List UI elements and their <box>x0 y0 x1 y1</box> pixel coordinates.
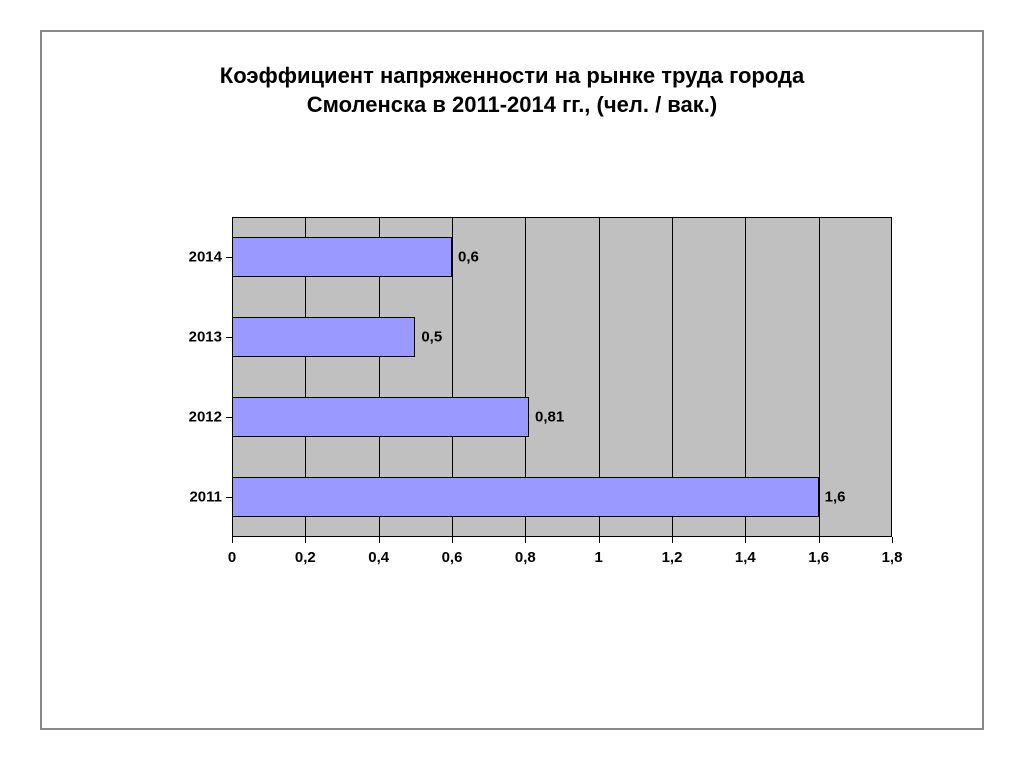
y-tick-label: 2012 <box>172 409 222 426</box>
bar-value-label: 0,81 <box>535 409 564 426</box>
y-tick-label: 2014 <box>172 249 222 266</box>
bar <box>232 397 529 437</box>
bar <box>232 317 415 357</box>
x-tick-label: 1,8 <box>882 549 903 566</box>
x-tick <box>892 537 893 543</box>
x-tick <box>599 537 600 543</box>
x-tick <box>305 537 306 543</box>
title-line-1: Коэффициент напряженности на рынке труда… <box>220 63 804 88</box>
x-tick-label: 1,4 <box>735 549 756 566</box>
y-tick-label: 2011 <box>172 489 222 506</box>
x-tick-label: 1,2 <box>662 549 683 566</box>
x-tick-label: 0 <box>228 549 236 566</box>
x-tick-label: 1 <box>594 549 602 566</box>
bar <box>232 477 819 517</box>
title-line-2: Смоленска в 2011-2014 гг., (чел. / вак.) <box>307 92 717 117</box>
x-tick-label: 0,6 <box>442 549 463 566</box>
bar-value-label: 0,6 <box>458 249 479 266</box>
x-tick <box>232 537 233 543</box>
y-tick-label: 2013 <box>172 329 222 346</box>
x-tick-label: 0,4 <box>368 549 389 566</box>
x-tick <box>452 537 453 543</box>
gridline <box>819 217 820 537</box>
x-tick <box>525 537 526 543</box>
x-tick <box>819 537 820 543</box>
x-tick-label: 1,6 <box>808 549 829 566</box>
x-tick-label: 0,8 <box>515 549 536 566</box>
x-tick <box>672 537 673 543</box>
bar-value-label: 1,6 <box>825 489 846 506</box>
x-tick <box>379 537 380 543</box>
bar <box>232 237 452 277</box>
chart-title: Коэффициент напряженности на рынке труда… <box>42 62 982 119</box>
x-tick-label: 0,2 <box>295 549 316 566</box>
chart-area: 00,20,40,60,811,21,41,61,8 2014201320122… <box>172 217 892 577</box>
chart-frame: Коэффициент напряженности на рынке труда… <box>40 30 984 730</box>
x-tick <box>745 537 746 543</box>
bar-value-label: 0,5 <box>421 329 442 346</box>
